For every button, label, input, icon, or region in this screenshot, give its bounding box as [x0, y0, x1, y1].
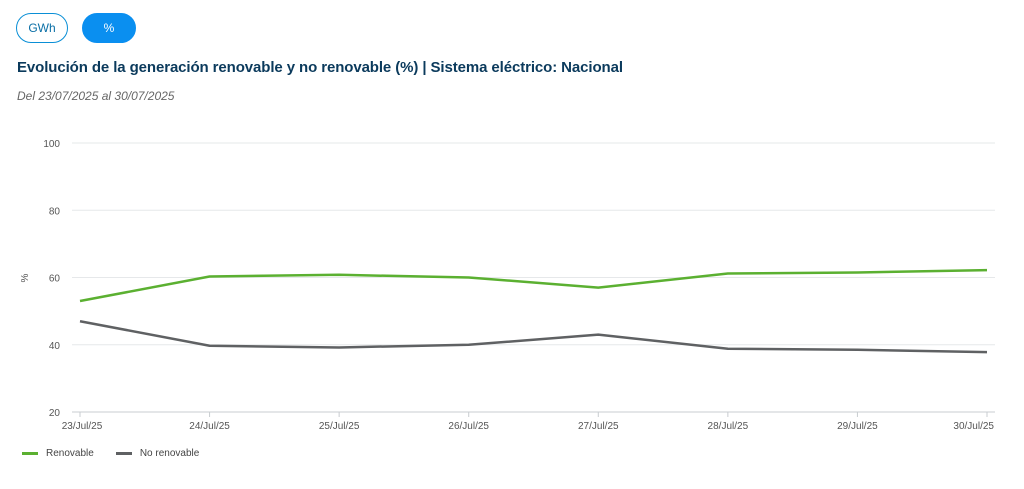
legend-item-renovable[interactable]: Renovable: [22, 448, 94, 459]
y-tick-label: 40: [49, 341, 61, 352]
unit-toggle-group: GWh %: [16, 13, 136, 43]
gwh-toggle-button[interactable]: GWh: [16, 13, 68, 43]
x-tick-label: 24/Jul/25: [189, 421, 230, 432]
legend-item-no-renovable[interactable]: No renovable: [115, 448, 200, 459]
legend-label-no-renovable: No renovable: [139, 448, 200, 459]
y-tick-label: 100: [43, 139, 60, 150]
chart-title: Evolución de la generación renovable y n…: [17, 59, 623, 76]
series-line-no-renovable: [79, 319, 988, 354]
y-tick-label: 80: [49, 206, 61, 217]
x-tick-label: 29/Jul/25: [837, 421, 878, 432]
legend-swatch-no-renovable: [115, 452, 132, 455]
x-tick-label: 27/Jul/25: [578, 421, 619, 432]
chart-legend: Renovable No renovable: [22, 448, 199, 459]
x-tick-label: 30/Jul/25: [953, 421, 994, 432]
series-line-renovable: [79, 268, 988, 303]
chart-subtitle: Del 23/07/2025 al 30/07/2025: [17, 89, 175, 103]
legend-swatch-renovable: [22, 452, 38, 455]
percent-toggle-button[interactable]: %: [82, 13, 136, 43]
x-tick-label: 26/Jul/25: [448, 421, 489, 432]
x-tick-label: 23/Jul/25: [62, 421, 103, 432]
legend-label-renovable: Renovable: [46, 448, 94, 459]
y-tick-label: 60: [49, 274, 61, 285]
x-tick-label: 25/Jul/25: [319, 421, 360, 432]
y-axis-label: %: [20, 273, 31, 282]
x-tick-label: 28/Jul/25: [708, 421, 749, 432]
y-tick-label: 20: [49, 408, 61, 419]
